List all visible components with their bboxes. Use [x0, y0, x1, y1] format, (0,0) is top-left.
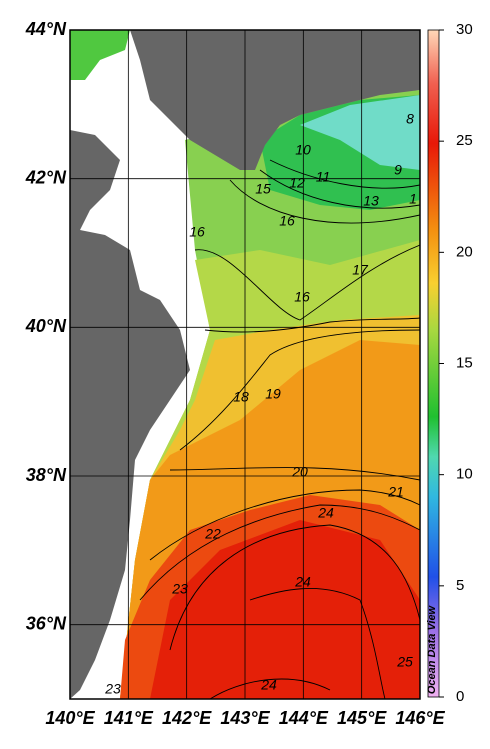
lon-label: 145°E: [337, 708, 387, 728]
contour-label: 24: [294, 574, 311, 590]
land: [130, 30, 420, 170]
frame: [69, 29, 421, 700]
lon-label: 141°E: [104, 708, 154, 728]
colorbar-label: 25: [456, 132, 473, 149]
lat-label: 42°N: [25, 167, 67, 187]
contour-label: 9: [394, 162, 402, 178]
contour-line: [179, 329, 420, 451]
contour-label: 24: [260, 677, 277, 693]
colorbar-label: 10: [456, 466, 473, 483]
contour-label: 20: [291, 464, 308, 480]
contour-line: [204, 317, 420, 333]
contour-label: 17: [352, 262, 369, 278]
contour-line: [209, 678, 331, 699]
field-deepred: [150, 520, 420, 699]
colorbar-label: 15: [456, 354, 473, 371]
contour-label: 18: [233, 389, 249, 405]
contour-label: 8: [406, 111, 414, 127]
contour-label: 21: [387, 484, 404, 500]
contour-line: [169, 467, 420, 481]
field-cyan: [300, 95, 420, 170]
contour-line: [194, 244, 420, 321]
contour-label: 1: [409, 191, 417, 207]
contour-line: [169, 524, 420, 651]
contour-label: 16: [279, 213, 295, 229]
lon-label: 144°E: [279, 708, 329, 728]
lat-label: 36°N: [26, 613, 67, 633]
contour-line: [139, 504, 420, 601]
lat-label: 40°N: [25, 316, 67, 336]
colorbar-label: 30: [456, 21, 473, 38]
credit: Ocean Data View: [426, 604, 438, 694]
colorbar-label: 20: [456, 243, 473, 260]
contour-label: 23: [104, 681, 121, 697]
lon-label: 140°E: [45, 708, 95, 728]
contour-line: [249, 588, 386, 699]
lon-label: 143°E: [220, 708, 270, 728]
contour-line: [149, 489, 420, 561]
colorbar: [427, 29, 440, 698]
contour-label: 16: [189, 224, 205, 240]
contour-line: [259, 169, 420, 209]
colorbar-label: 0: [456, 688, 464, 705]
contour-label: 24: [317, 505, 334, 521]
lat-label: 44°N: [25, 19, 67, 39]
field-patch: [70, 30, 130, 80]
contour-label: 22: [204, 526, 221, 542]
contour-line: [269, 159, 420, 189]
lon-label: 142°E: [162, 708, 212, 728]
contour-label: 11: [316, 169, 331, 185]
contour-label: 15: [255, 181, 271, 197]
land: [70, 130, 190, 699]
contour-label: 25: [396, 654, 413, 670]
colorbar-label: 5: [456, 577, 464, 594]
contour-line: [229, 179, 420, 224]
lon-label: 146°E: [395, 708, 445, 728]
contour-label: 16: [294, 289, 310, 305]
contour-labels: 8 9 10 11 12 1 13 15 16 16 16 17 18 19 2…: [104, 111, 417, 697]
contour-label: 10: [295, 142, 311, 158]
contour-label: 13: [363, 193, 379, 209]
contour-label: 12: [289, 175, 305, 191]
lat-label: 38°N: [26, 465, 67, 485]
field: [70, 30, 420, 699]
contour-label: 19: [265, 386, 281, 402]
contour-label: 23: [171, 581, 188, 597]
